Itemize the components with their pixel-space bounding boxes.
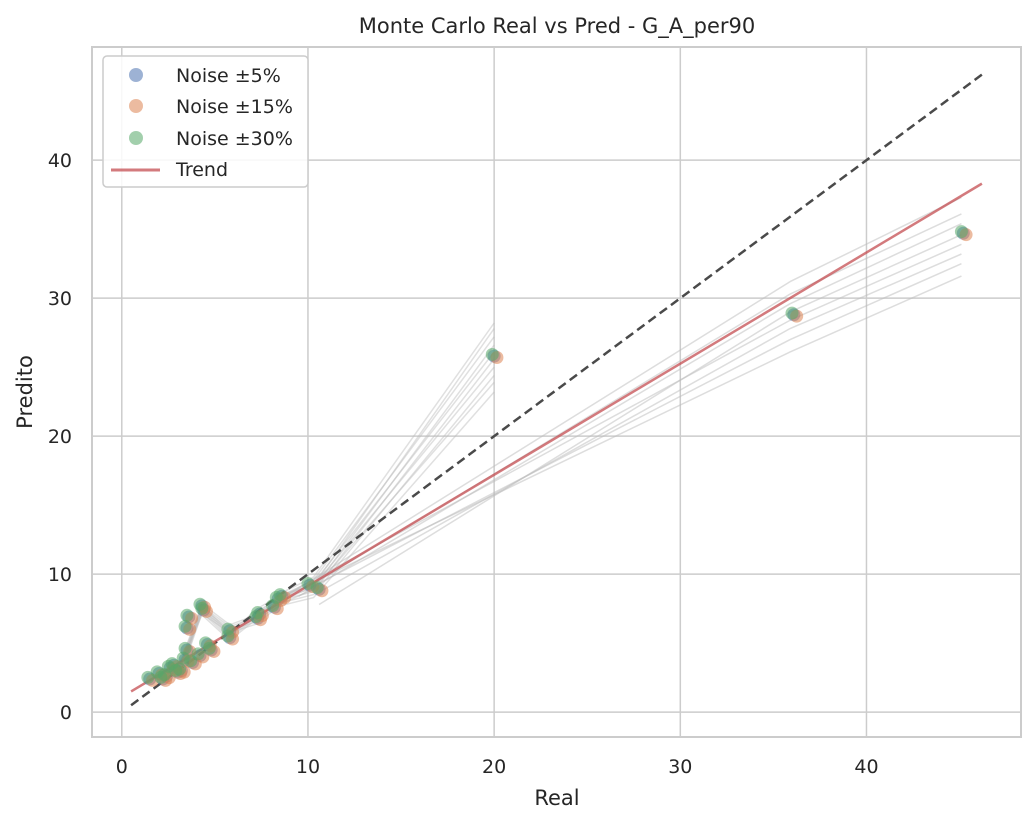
data-point — [251, 606, 265, 620]
x-tick-label: 20 — [482, 756, 506, 778]
data-point — [180, 608, 194, 622]
simulation-line — [789, 253, 962, 330]
data-point — [221, 622, 235, 636]
y-tick-label: 0 — [60, 702, 72, 724]
y-tick-label: 30 — [48, 288, 72, 310]
data-point — [954, 225, 968, 239]
simulation-line — [789, 243, 962, 321]
chart-title: Monte Carlo Real vs Pred - G_A_per90 — [359, 14, 756, 39]
simulation-line — [789, 233, 962, 313]
x-tick-label: 40 — [854, 756, 878, 778]
legend-box — [102, 55, 309, 188]
data-point — [310, 581, 324, 595]
simulation-line — [318, 327, 791, 593]
simulation-line — [298, 303, 791, 597]
y-tick-label: 20 — [48, 426, 72, 448]
x-tick-label: 30 — [668, 756, 692, 778]
x-axis-title: Real — [534, 786, 579, 810]
y-tick-label: 10 — [48, 564, 72, 586]
x-tick-label: 0 — [116, 756, 128, 778]
legend-marker-noise-5 — [129, 68, 143, 82]
data-point — [195, 601, 209, 615]
data-point — [785, 306, 799, 320]
legend-label-noise-15: Noise ±15% — [176, 96, 293, 118]
data-point — [178, 619, 192, 633]
simulation-line — [274, 280, 791, 604]
data-points — [141, 225, 973, 687]
y-axis-title: Predito — [13, 355, 37, 429]
data-point — [173, 662, 187, 676]
data-point — [485, 347, 499, 361]
simulation-line — [318, 311, 791, 606]
legend: Noise ±5% Noise ±15% Noise ±30% Trend — [102, 55, 309, 188]
simulation-line — [789, 275, 962, 353]
legend-marker-noise-30 — [129, 131, 143, 145]
legend-marker-noise-15 — [129, 99, 143, 113]
x-tick-label: 10 — [296, 756, 320, 778]
legend-label-noise-5: Noise ±5% — [176, 65, 281, 87]
legend-label-trend: Trend — [175, 159, 228, 181]
legend-label-noise-30: Noise ±30% — [176, 128, 293, 150]
plot-frame — [91, 46, 1022, 738]
simulation-line — [789, 222, 962, 305]
simulation-line — [789, 262, 962, 341]
data-point — [202, 641, 216, 655]
data-point — [191, 647, 205, 661]
data-point — [273, 588, 287, 602]
tick-labels: 0 10 20 30 40 0 10 20 30 40 — [48, 150, 879, 778]
data-point — [178, 641, 192, 655]
y-tick-label: 40 — [48, 150, 72, 172]
